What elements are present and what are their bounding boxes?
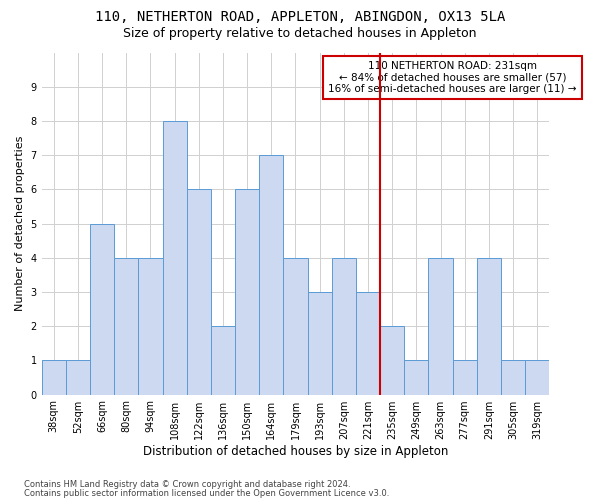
Bar — [452, 360, 477, 394]
Bar — [501, 360, 525, 394]
Text: Size of property relative to detached houses in Appleton: Size of property relative to detached ho… — [123, 28, 477, 40]
Bar — [41, 360, 66, 394]
Bar — [308, 292, 332, 394]
Bar — [332, 258, 356, 394]
Bar — [283, 258, 308, 394]
Bar — [404, 360, 428, 394]
Bar — [90, 224, 114, 394]
Bar — [163, 121, 187, 394]
Text: 110 NETHERTON ROAD: 231sqm
← 84% of detached houses are smaller (57)
16% of semi: 110 NETHERTON ROAD: 231sqm ← 84% of deta… — [328, 61, 577, 94]
Bar — [66, 360, 90, 394]
Bar — [211, 326, 235, 394]
Text: Contains public sector information licensed under the Open Government Licence v3: Contains public sector information licen… — [24, 490, 389, 498]
Bar — [114, 258, 139, 394]
Text: Contains HM Land Registry data © Crown copyright and database right 2024.: Contains HM Land Registry data © Crown c… — [24, 480, 350, 489]
Bar — [477, 258, 501, 394]
Bar — [259, 155, 283, 394]
Bar — [139, 258, 163, 394]
Bar — [235, 190, 259, 394]
X-axis label: Distribution of detached houses by size in Appleton: Distribution of detached houses by size … — [143, 444, 448, 458]
Text: 110, NETHERTON ROAD, APPLETON, ABINGDON, OX13 5LA: 110, NETHERTON ROAD, APPLETON, ABINGDON,… — [95, 10, 505, 24]
Bar — [356, 292, 380, 394]
Bar — [525, 360, 550, 394]
Bar — [428, 258, 452, 394]
Y-axis label: Number of detached properties: Number of detached properties — [15, 136, 25, 311]
Bar — [187, 190, 211, 394]
Bar — [380, 326, 404, 394]
